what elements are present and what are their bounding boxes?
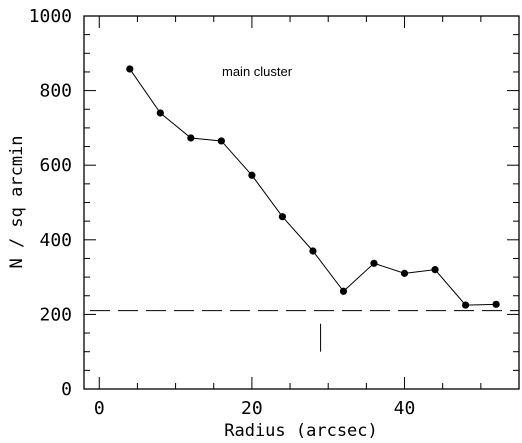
x-tick-label: 20 (241, 398, 263, 419)
data-point (309, 247, 317, 255)
data-point (278, 213, 287, 221)
data-points (126, 65, 500, 309)
data-point (217, 137, 225, 145)
data-point (126, 65, 134, 73)
data-point (400, 269, 409, 277)
y-tick-label: 400 (39, 230, 72, 251)
y-tick-label: 800 (39, 81, 72, 102)
y-tick-label: 1000 (29, 6, 72, 27)
x-tick-label: 0 (94, 398, 105, 419)
data-point (492, 300, 500, 308)
y-axis-title: N / sq arcmin (7, 135, 27, 268)
y-tick-label: 200 (39, 304, 72, 325)
series-line (129, 68, 497, 306)
data-point (370, 259, 378, 267)
data-point (187, 134, 195, 142)
y-tick-label: 0 (61, 379, 72, 400)
data-point (339, 287, 348, 295)
y-tick-label: 600 (39, 155, 72, 176)
data-point (461, 301, 470, 309)
plot-frame (83, 15, 520, 390)
data-point (248, 171, 256, 179)
data-point (156, 109, 164, 117)
x-axis-title: Radius (arcsec) (224, 421, 378, 441)
tick-marks (84, 15, 520, 390)
x-tick-label: 40 (394, 398, 416, 419)
annotation-main-cluster: main cluster (222, 64, 293, 79)
data-point (431, 266, 439, 274)
